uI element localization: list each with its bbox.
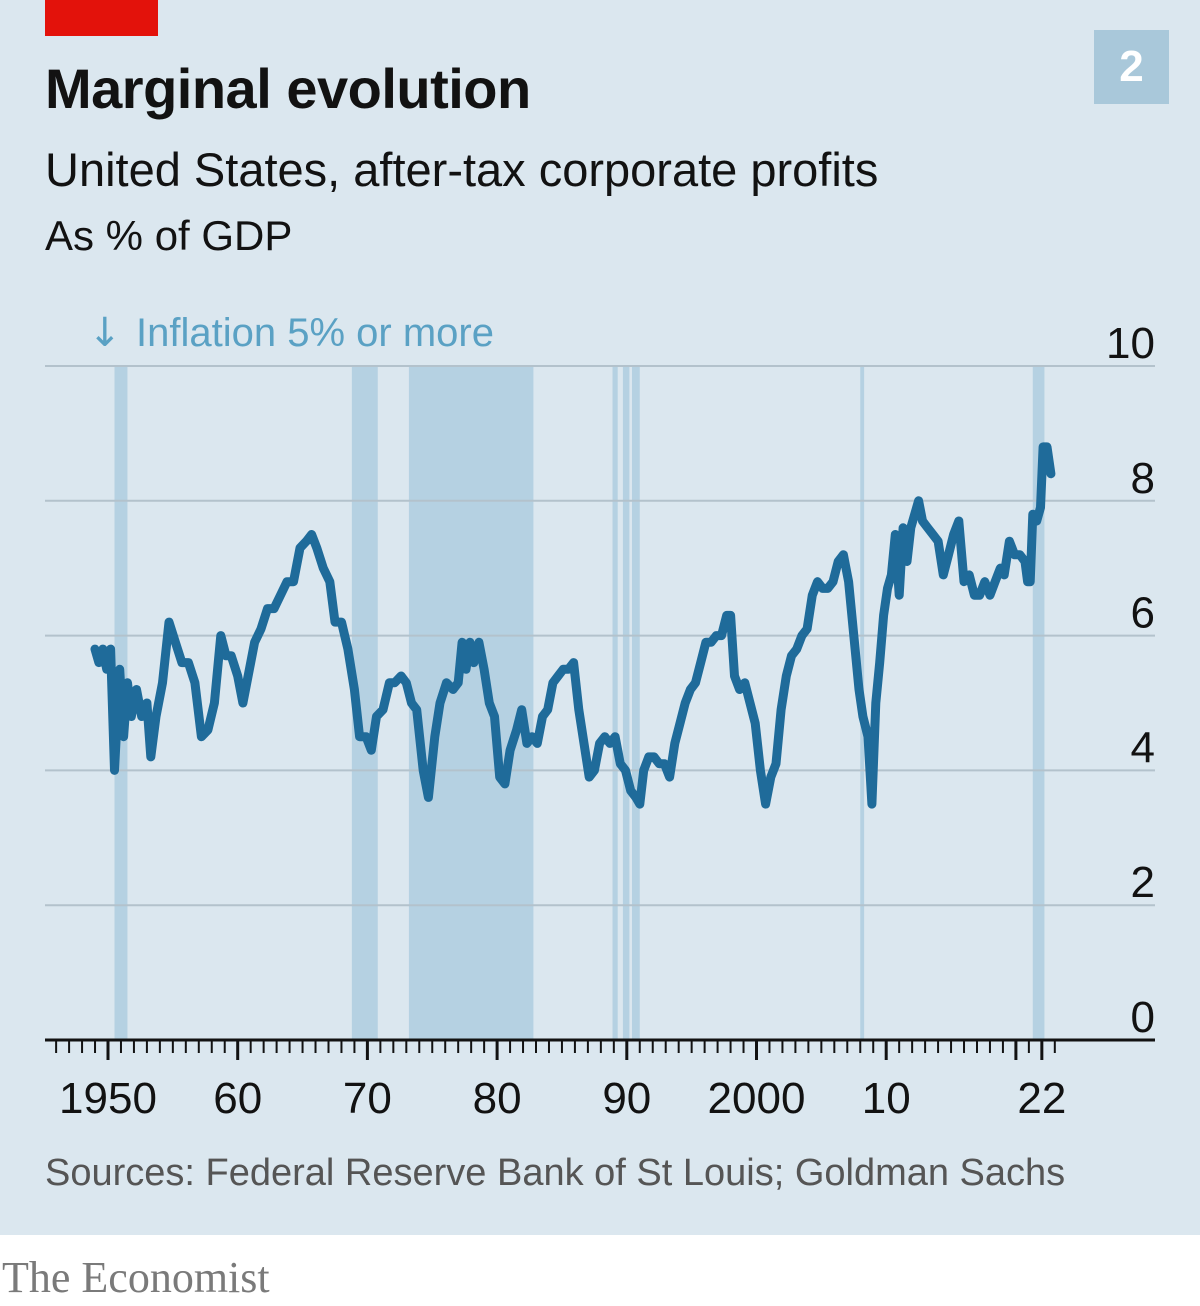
shaded-period-3 bbox=[612, 366, 618, 1040]
publisher-brand: The Economist bbox=[2, 1253, 270, 1302]
chart-title: Marginal evolution bbox=[45, 57, 531, 120]
shaded-period-7 bbox=[1032, 366, 1045, 1040]
y-tick-label: 10 bbox=[1106, 319, 1155, 368]
x-tick-label: 22 bbox=[1017, 1074, 1066, 1123]
y-tick-label: 2 bbox=[1131, 858, 1155, 907]
series-group bbox=[90, 442, 1056, 809]
legend: ↓ Inflation 5% or more bbox=[88, 310, 494, 356]
x-tick-label: 2000 bbox=[708, 1074, 806, 1123]
shaded-period-4 bbox=[622, 366, 630, 1040]
chart-number-badge: 2 bbox=[1094, 30, 1169, 104]
inflation-shaded-periods bbox=[114, 366, 1045, 1040]
x-tick-label: 60 bbox=[213, 1074, 262, 1123]
y-tick-label: 8 bbox=[1131, 454, 1155, 503]
down-arrow-icon: ↓ bbox=[88, 310, 122, 356]
legend-shading-label: Inflation 5% or more bbox=[136, 311, 494, 355]
source-note: Sources: Federal Reserve Bank of St Loui… bbox=[45, 1152, 1066, 1194]
y-axis-tick-labels: 0 2 4 6 8 10 bbox=[1106, 319, 1155, 1042]
x-axis bbox=[45, 1038, 1155, 1060]
x-axis-tick-labels: 1950 60 70 80 90 2000 10 22 bbox=[59, 1074, 1066, 1123]
x-tick-label: 80 bbox=[473, 1074, 522, 1123]
chart-subtitle: United States, after-tax corporate profi… bbox=[45, 143, 879, 196]
brand-red-tag bbox=[45, 0, 158, 36]
gridlines bbox=[45, 365, 1155, 907]
chart-panel bbox=[0, 0, 1200, 1235]
series-line-0 bbox=[90, 442, 1056, 809]
x-tick-label: 10 bbox=[862, 1074, 911, 1123]
y-tick-label: 6 bbox=[1131, 589, 1155, 638]
x-tick-label: 70 bbox=[343, 1074, 392, 1123]
shaded-period-2 bbox=[408, 366, 534, 1040]
chart-unit-label: As % of GDP bbox=[45, 212, 293, 259]
line-chart: 0 2 4 6 8 10 ↓ Inflation 5% or more 1950 60 70 8… bbox=[45, 310, 1155, 1123]
x-tick-label: 90 bbox=[602, 1074, 651, 1123]
x-tick-label: 1950 bbox=[59, 1074, 157, 1123]
y-tick-label: 0 bbox=[1131, 993, 1155, 1042]
shaded-period-5 bbox=[631, 366, 640, 1040]
y-tick-label: 4 bbox=[1131, 723, 1155, 772]
